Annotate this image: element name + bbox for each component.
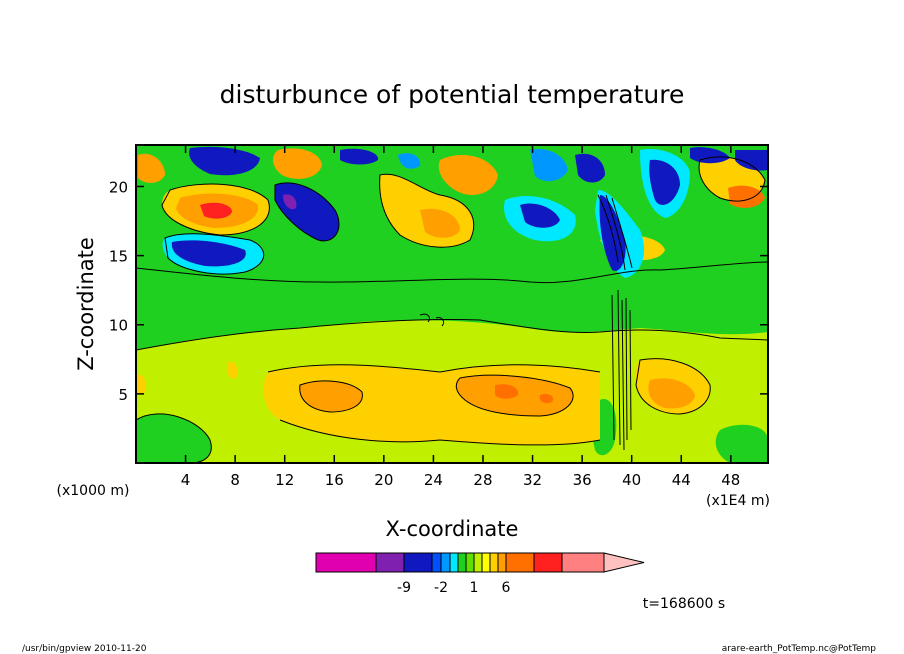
x-tick-label: 4 bbox=[181, 471, 191, 489]
colorbar-segment bbox=[440, 552, 451, 573]
x-tick-label: 28 bbox=[473, 471, 492, 489]
colorbar-segment bbox=[403, 552, 433, 573]
x-tick-label: 12 bbox=[275, 471, 294, 489]
colorbar-segment bbox=[473, 552, 483, 573]
colorbar-label: -9 bbox=[397, 580, 411, 596]
colorbar-segment bbox=[533, 552, 563, 573]
region-cold-anomaly-2 bbox=[189, 146, 260, 176]
contour-lines bbox=[136, 156, 768, 463]
region-warm-core-6 bbox=[728, 185, 765, 208]
contour-line bbox=[164, 233, 265, 275]
contour-line bbox=[136, 413, 212, 463]
y-tick-label: 5 bbox=[118, 386, 128, 404]
x-tick-label: 48 bbox=[721, 471, 740, 489]
region-warm-anomaly-5 bbox=[438, 155, 498, 195]
region-green-bottom-left bbox=[136, 413, 212, 463]
region-warm-anomaly-3 bbox=[138, 153, 165, 183]
y-axis: 5 10 15 20 bbox=[109, 178, 768, 404]
colorbar-segment bbox=[497, 552, 507, 573]
region-cold-anomaly-4 bbox=[340, 148, 379, 165]
colorbar-segment bbox=[489, 552, 499, 573]
region-cold-core-3 bbox=[283, 194, 297, 210]
contour-line bbox=[597, 194, 633, 271]
colorbar-segment bbox=[481, 552, 491, 573]
x-axis: 4 8 12 16 20 24 28 32 36 40 44 48 bbox=[181, 145, 740, 489]
region-cold-anomaly-8 bbox=[575, 153, 605, 183]
x-tick-label: 40 bbox=[622, 471, 641, 489]
x-tick-label: 20 bbox=[374, 471, 393, 489]
colorbar-label: 6 bbox=[502, 580, 511, 596]
region-warm-anomaly-4b bbox=[420, 208, 460, 238]
contour-line bbox=[299, 380, 363, 413]
region-cold-anomaly-5 bbox=[398, 153, 421, 169]
region-edge-left bbox=[136, 374, 146, 395]
contour-line bbox=[267, 364, 601, 373]
y-axis-label: Z-coordinate bbox=[74, 237, 98, 371]
colorbar-segment bbox=[505, 552, 535, 573]
y-unit-note: (x1000 m) bbox=[57, 483, 130, 499]
region-cold-core-1 bbox=[171, 240, 246, 267]
contour-line bbox=[611, 289, 632, 451]
x-tick-label: 32 bbox=[523, 471, 542, 489]
contour-line bbox=[136, 318, 768, 351]
x-tick-label: 44 bbox=[672, 471, 691, 489]
y-tick-label: 15 bbox=[109, 248, 128, 266]
y-tick-label: 10 bbox=[109, 317, 128, 335]
colorbar-segment bbox=[457, 552, 467, 573]
footer-right: arare-earth_PotTemp.nc@PotTemp bbox=[722, 644, 877, 654]
region-warm-core-1 bbox=[200, 202, 232, 219]
colorbar-label: 1 bbox=[470, 580, 479, 596]
region-orange-lower-left bbox=[299, 380, 363, 412]
contour-line bbox=[419, 313, 445, 327]
colorbar-segment bbox=[465, 552, 475, 573]
region-core-lower-2 bbox=[539, 393, 554, 404]
footer-left: /usr/bin/gpview 2010-11-20 bbox=[22, 644, 147, 654]
contour-line bbox=[698, 156, 766, 202]
contour-line bbox=[635, 358, 711, 415]
contour-line bbox=[161, 183, 270, 236]
region-warm-anomaly-2 bbox=[273, 148, 322, 179]
contour-line bbox=[379, 173, 475, 248]
x-tick-label: 36 bbox=[573, 471, 592, 489]
colorbar-segment bbox=[449, 552, 459, 573]
x-tick-label: 16 bbox=[325, 471, 344, 489]
region-cold-anomaly-11 bbox=[735, 150, 768, 171]
contour-line bbox=[274, 182, 340, 242]
colorbar-arrow bbox=[603, 552, 645, 573]
x-axis-label: X-coordinate bbox=[386, 517, 519, 541]
contour-line bbox=[136, 261, 768, 284]
x-tick-label: 8 bbox=[230, 471, 240, 489]
region-cold-core-6 bbox=[520, 203, 560, 228]
y-tick-label: 20 bbox=[109, 178, 128, 196]
colorbar-segment bbox=[561, 552, 605, 573]
region-cold-anomaly-7 bbox=[530, 149, 568, 182]
region-green-bottom-right bbox=[715, 424, 768, 463]
x-unit-note: (x1E4 m) bbox=[706, 493, 770, 509]
x-tick-label: 24 bbox=[424, 471, 443, 489]
time-label: t=168600 s bbox=[643, 596, 725, 612]
region-blob-left bbox=[227, 361, 238, 379]
colorbar-segment bbox=[375, 552, 405, 573]
colorbar-segment bbox=[431, 552, 442, 573]
colorbar-segment bbox=[315, 552, 377, 573]
plot-frame bbox=[135, 144, 769, 464]
colorbar-labels: -9 -2 1 6 bbox=[397, 580, 511, 596]
region-cold-anomaly-10 bbox=[690, 147, 730, 164]
colorbar bbox=[315, 552, 645, 573]
region-cold-core-9 bbox=[649, 159, 680, 205]
contour-line bbox=[279, 419, 601, 446]
colorbar-label: -2 bbox=[434, 580, 448, 596]
contour-field bbox=[136, 145, 768, 463]
region-core-lower bbox=[495, 384, 519, 399]
chart-title: disturbunce of potential temperature bbox=[220, 80, 685, 109]
contour-line bbox=[455, 374, 574, 417]
region-orange-lower-right bbox=[648, 378, 695, 409]
